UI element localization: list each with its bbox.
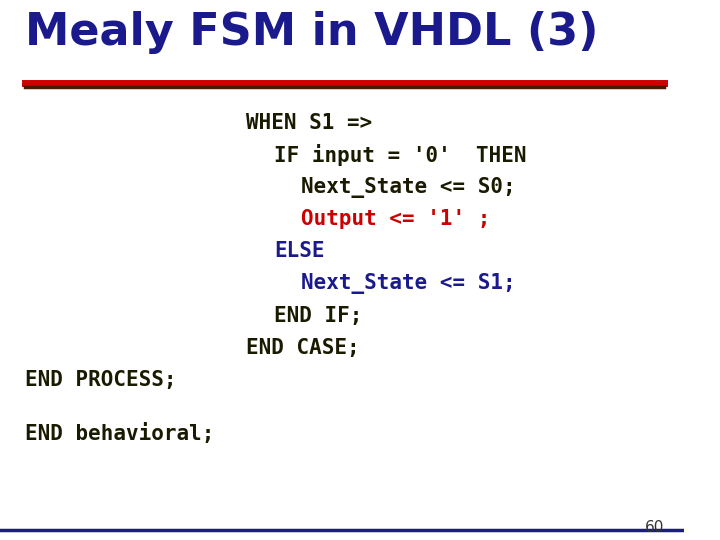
- Text: IF input = '0'  THEN: IF input = '0' THEN: [274, 144, 526, 166]
- Text: Next_State <= S1;: Next_State <= S1;: [301, 273, 516, 294]
- Text: END IF;: END IF;: [274, 306, 362, 326]
- Text: Next_State <= S0;: Next_State <= S0;: [301, 177, 516, 198]
- Text: END PROCESS;: END PROCESS;: [24, 370, 176, 390]
- Text: ELSE: ELSE: [274, 241, 324, 261]
- Text: Mealy FSM in VHDL (3): Mealy FSM in VHDL (3): [24, 11, 598, 53]
- Text: WHEN S1 =>: WHEN S1 =>: [246, 113, 373, 133]
- Text: END behavioral;: END behavioral;: [24, 423, 214, 444]
- Text: END CASE;: END CASE;: [246, 338, 360, 357]
- Text: Output <= '1' ;: Output <= '1' ;: [301, 210, 490, 230]
- Text: 60: 60: [644, 519, 664, 535]
